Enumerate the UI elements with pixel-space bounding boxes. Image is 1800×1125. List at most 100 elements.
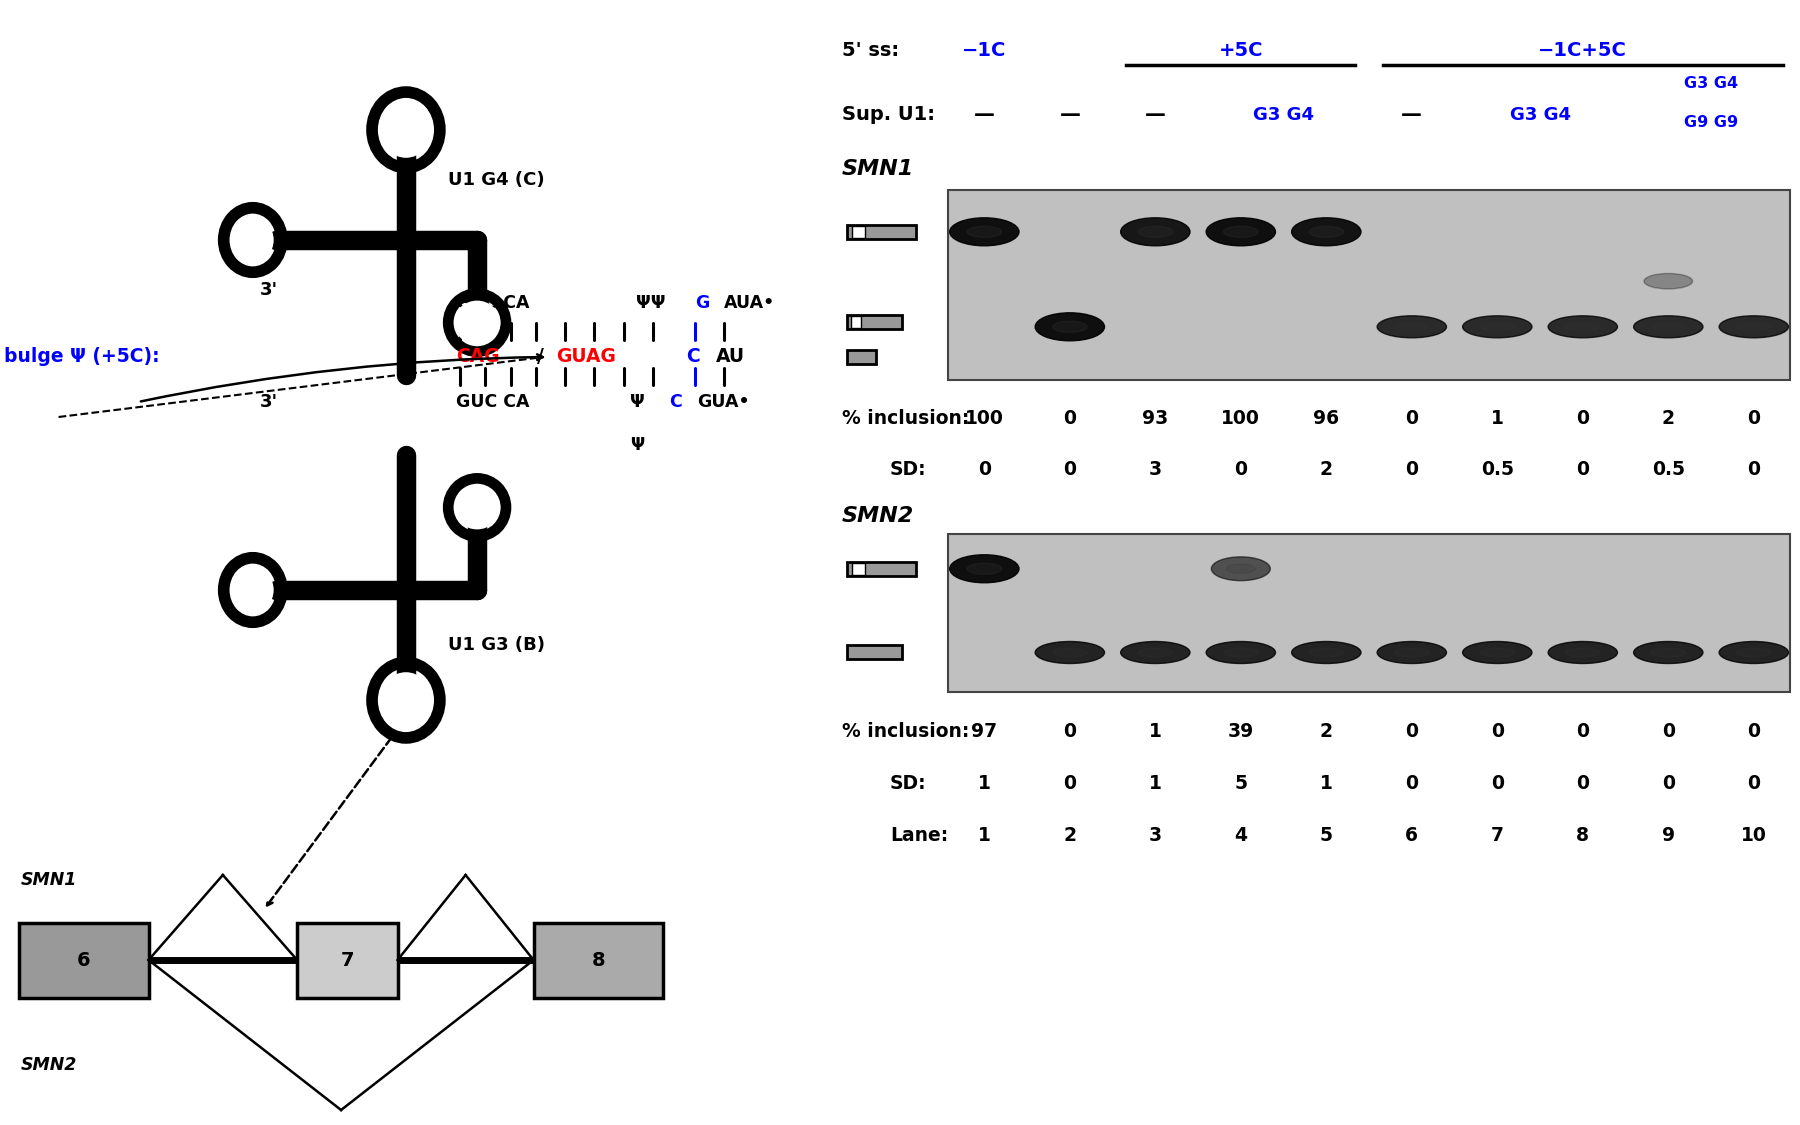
Text: 6: 6 (1406, 827, 1418, 846)
Text: 2: 2 (1064, 827, 1076, 846)
Text: G: G (695, 294, 709, 312)
Ellipse shape (1035, 641, 1105, 664)
Text: 0: 0 (1577, 722, 1589, 741)
Text: 0: 0 (1748, 722, 1760, 741)
Text: 0: 0 (1406, 408, 1418, 428)
Text: SMN1: SMN1 (22, 871, 77, 889)
Ellipse shape (967, 226, 1001, 237)
Text: 0: 0 (1064, 460, 1076, 479)
Ellipse shape (967, 564, 1001, 575)
Text: 2: 2 (1319, 722, 1332, 741)
Text: 3: 3 (1148, 827, 1161, 846)
Text: 0: 0 (1064, 408, 1076, 428)
Text: 0: 0 (1577, 460, 1589, 479)
Text: 5: 5 (1235, 774, 1247, 793)
Text: GUA•: GUA• (697, 393, 751, 411)
Ellipse shape (1224, 648, 1258, 657)
Text: 0: 0 (1748, 408, 1760, 428)
Text: 3: 3 (1148, 460, 1161, 479)
Text: —: — (1145, 105, 1166, 125)
Ellipse shape (1211, 557, 1271, 580)
Text: 0: 0 (1577, 408, 1589, 428)
Text: 4: 4 (1235, 827, 1247, 846)
Text: 2: 2 (1661, 408, 1674, 428)
Ellipse shape (232, 217, 274, 262)
Text: % inclusion:: % inclusion: (842, 722, 968, 741)
Text: 3': 3' (259, 393, 277, 411)
Text: 0: 0 (1748, 460, 1760, 479)
Ellipse shape (1395, 323, 1429, 331)
Ellipse shape (1737, 648, 1771, 657)
Ellipse shape (1548, 316, 1618, 338)
Ellipse shape (1053, 648, 1087, 657)
Text: 0: 0 (1406, 722, 1418, 741)
Ellipse shape (1634, 316, 1703, 338)
Text: 100: 100 (965, 408, 1004, 428)
Text: 93: 93 (1143, 408, 1168, 428)
Ellipse shape (1226, 564, 1256, 574)
Ellipse shape (1643, 273, 1692, 289)
Ellipse shape (1548, 641, 1618, 664)
Ellipse shape (1566, 323, 1600, 331)
Text: GUC CA: GUC CA (455, 294, 529, 312)
Text: +5C: +5C (1219, 40, 1264, 60)
Text: 2: 2 (1319, 460, 1332, 479)
Text: 8: 8 (1577, 827, 1589, 846)
Text: 1: 1 (1490, 408, 1503, 428)
Text: —: — (1060, 105, 1080, 125)
Text: —: — (974, 105, 995, 125)
Text: 10: 10 (1741, 827, 1768, 846)
Text: SMN2: SMN2 (22, 1056, 77, 1074)
Text: 1: 1 (1319, 774, 1332, 793)
Bar (851, 562, 864, 575)
Text: 0: 0 (1661, 774, 1674, 793)
Bar (297, 922, 398, 998)
Ellipse shape (380, 101, 432, 158)
Ellipse shape (1138, 648, 1172, 657)
Text: bulge Ψ (+5C):: bulge Ψ (+5C): (4, 348, 160, 367)
Text: Sup. U1:: Sup. U1: (842, 106, 934, 125)
Bar (851, 226, 864, 237)
Text: G9 G9: G9 G9 (1685, 115, 1739, 129)
Ellipse shape (1121, 218, 1190, 245)
Text: 0.5: 0.5 (1481, 460, 1514, 479)
Text: 0: 0 (977, 460, 990, 479)
Text: 1: 1 (1148, 774, 1161, 793)
Ellipse shape (232, 567, 274, 612)
Text: 7: 7 (340, 951, 355, 970)
Ellipse shape (1480, 323, 1514, 331)
Ellipse shape (1309, 226, 1343, 237)
Bar (949, 534, 1791, 692)
Ellipse shape (950, 555, 1019, 583)
Text: ΨΨ: ΨΨ (635, 294, 666, 312)
Text: 0: 0 (1406, 460, 1418, 479)
Text: % inclusion:: % inclusion: (842, 408, 968, 428)
Text: 0: 0 (1235, 460, 1247, 479)
Ellipse shape (1377, 641, 1447, 664)
Ellipse shape (1121, 641, 1190, 664)
Ellipse shape (1463, 641, 1532, 664)
Text: 1: 1 (977, 827, 990, 846)
Text: 0: 0 (1490, 774, 1503, 793)
Text: 96: 96 (1314, 408, 1339, 428)
Text: 6: 6 (77, 951, 90, 970)
Text: C: C (686, 348, 700, 367)
Ellipse shape (454, 485, 500, 530)
Text: SD:: SD: (889, 460, 927, 479)
Text: 1: 1 (977, 774, 990, 793)
Ellipse shape (454, 300, 500, 344)
Text: G3 G4: G3 G4 (1253, 106, 1314, 124)
Bar (846, 561, 916, 576)
Text: 7: 7 (1490, 827, 1503, 846)
Text: 0: 0 (1406, 774, 1418, 793)
Ellipse shape (1292, 218, 1361, 245)
Text: 0: 0 (1661, 722, 1674, 741)
Text: Ψ: Ψ (630, 393, 644, 411)
Text: U1 G3 (B): U1 G3 (B) (448, 636, 545, 654)
Ellipse shape (1053, 322, 1087, 332)
Text: 3': 3' (259, 281, 277, 299)
Text: 0: 0 (1490, 722, 1503, 741)
Ellipse shape (1634, 641, 1703, 664)
Ellipse shape (1309, 648, 1343, 657)
Ellipse shape (1719, 641, 1789, 664)
